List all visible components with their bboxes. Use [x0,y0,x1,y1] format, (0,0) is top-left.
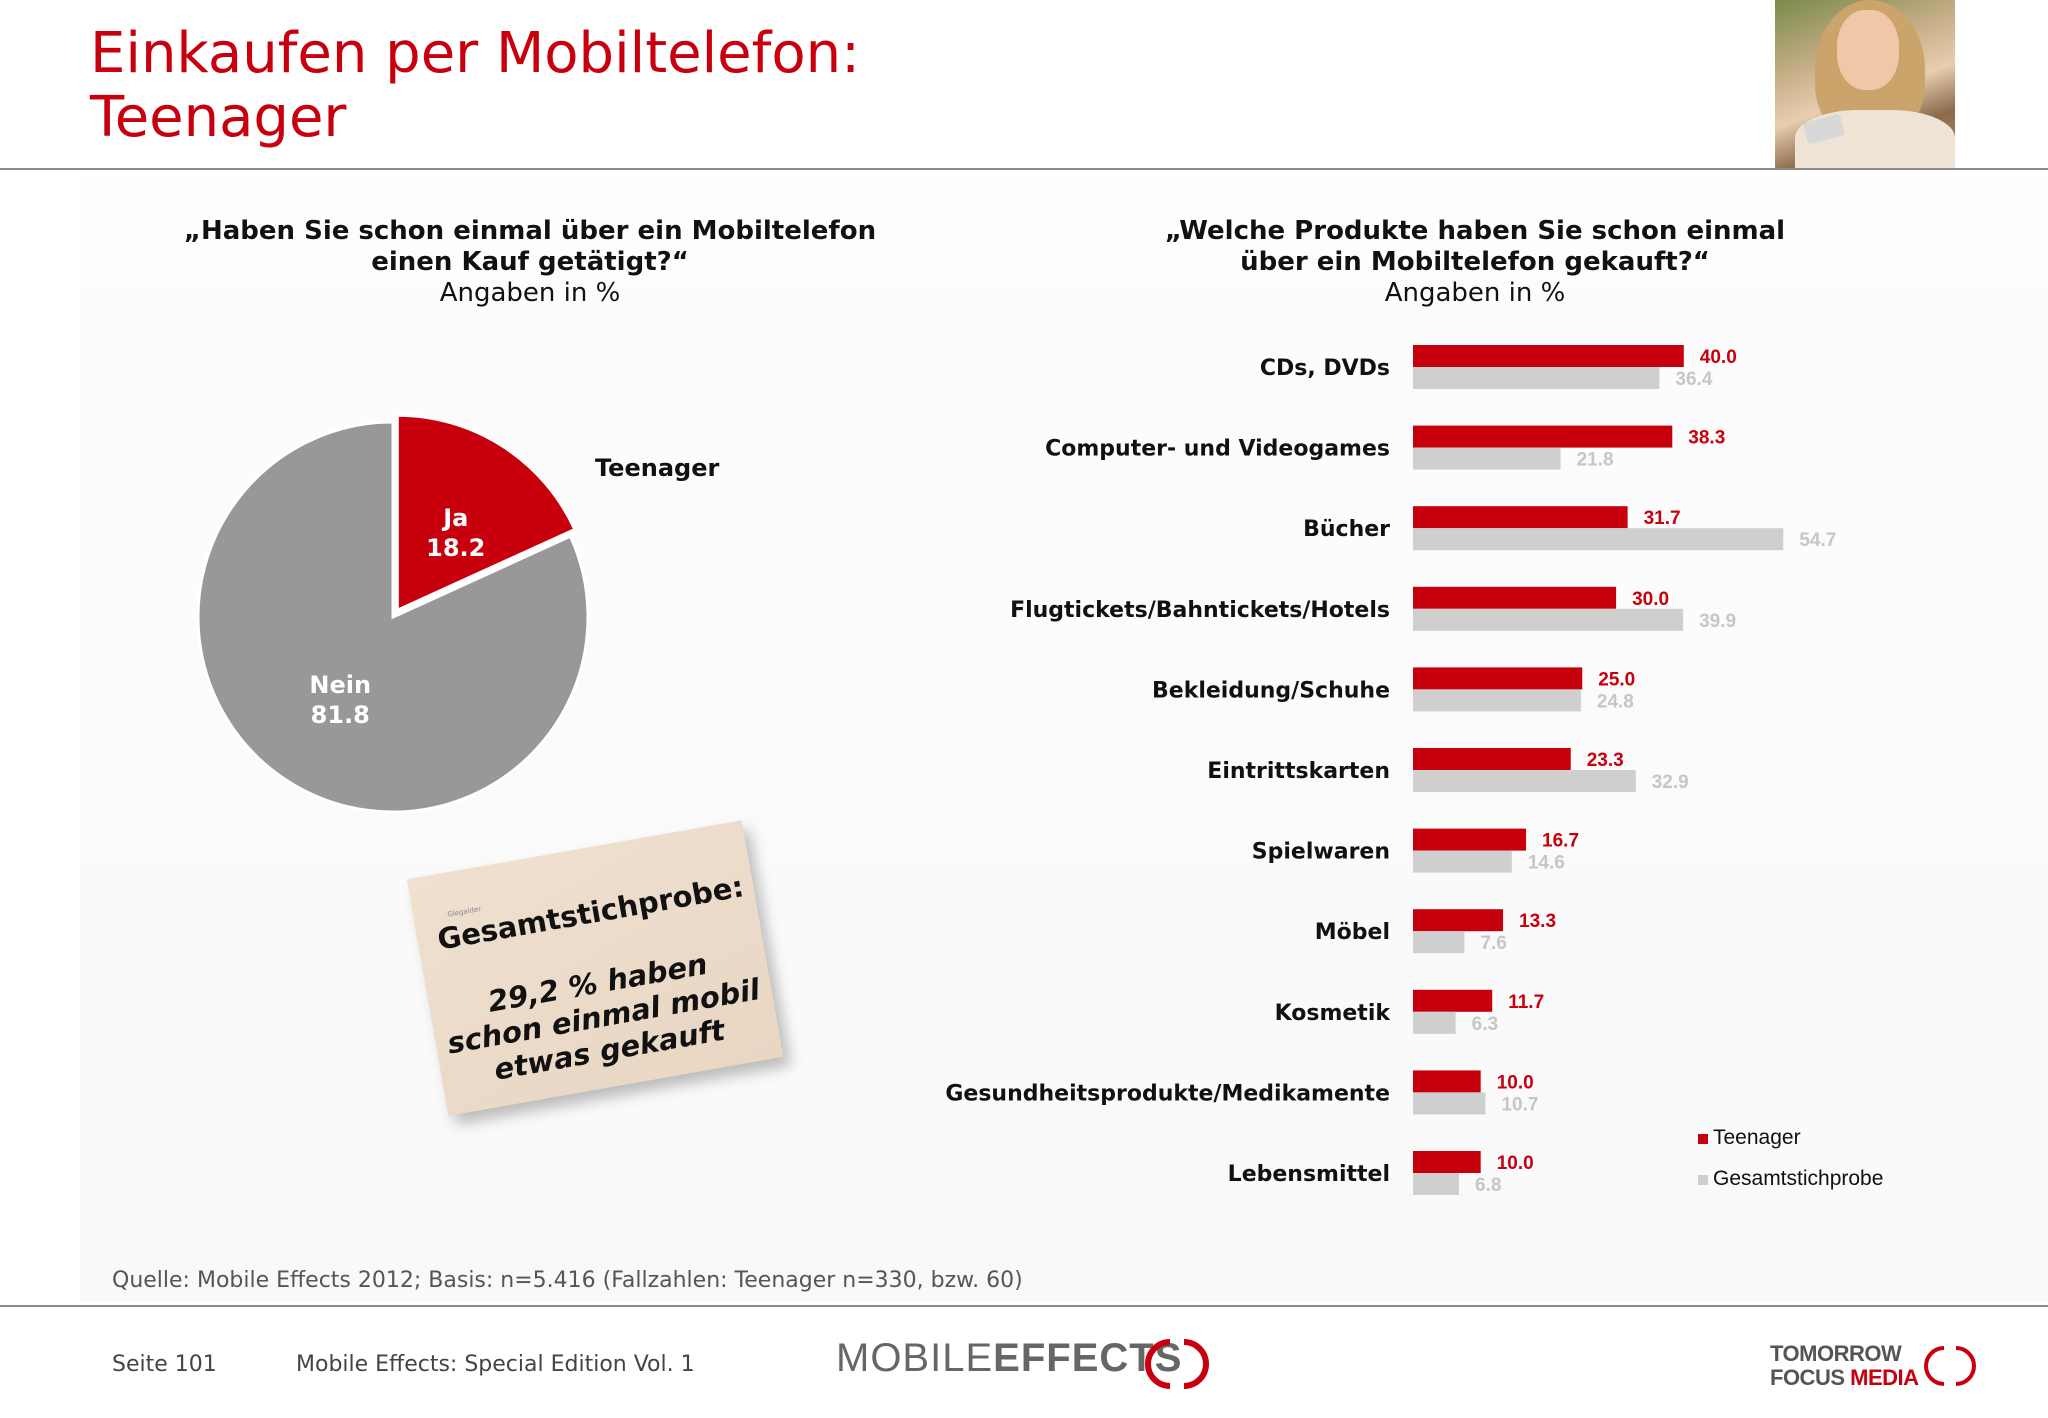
footer-divider [0,1305,2048,1307]
bar-gesamtstichprobe [1413,689,1581,712]
category-label: Computer- und Videogames [1045,437,1390,462]
publication-name: Mobile Effects: Special Edition Vol. 1 [296,1352,695,1377]
value-label-gesamtstichprobe: 6.8 [1475,1175,1501,1196]
bar-gesamtstichprobe [1413,931,1465,954]
right-chart-question: „Welche Produkte haben Sie schon einmal … [1100,216,1850,309]
category-label: Möbel [1315,920,1390,945]
logo-line-focus-media: FOCUS MEDIA [1770,1366,1919,1390]
bar-teenager [1413,989,1493,1012]
bar-teenager [1413,1151,1481,1173]
pie-slice-ja [395,413,577,613]
bar-gesamtstichprobe [1413,528,1784,551]
value-label-gesamtstichprobe: 14.6 [1528,853,1565,874]
left-question-unit: Angaben in % [439,278,621,308]
value-label-teenager: 11.7 [1508,992,1544,1013]
value-label-gesamtstichprobe: 7.6 [1480,933,1506,954]
value-label-gesamtstichprobe: 6.3 [1472,1014,1498,1035]
mobile-effects-logo: MOBILEEFFECTS [836,1336,1182,1381]
pie-value-nein: 81.8 [311,701,370,729]
value-label-gesamtstichprobe: 39.9 [1699,611,1736,632]
value-label-gesamtstichprobe: 24.8 [1597,691,1634,712]
pie-slice-nein [196,420,590,814]
value-label-teenager: 10.0 [1497,1072,1534,1093]
left-question-line2: einen Kauf getätigt?“ [371,247,689,277]
tomorrow-focus-media-logo: TOMORROW FOCUS MEDIA [1770,1342,1919,1390]
source-note: Quelle: Mobile Effects 2012; Basis: n=5.… [112,1268,1023,1293]
logo-word-media: MEDIA [1850,1365,1919,1390]
header-divider [0,168,2048,170]
bar-gesamtstichprobe [1413,608,1684,631]
category-label: Flugtickets/Bahntickets/Hotels [1010,598,1390,623]
page-title-line2: Teenager [90,85,347,150]
mobile-effects-bracket-icon [1145,1339,1209,1389]
pie-series-label: Teenager [595,454,719,482]
category-label: Gesundheitsprodukte/Medikamente [945,1081,1390,1106]
legend-swatch-teenager [1698,1134,1708,1144]
page-title-line1: Einkaufen per Mobiltelefon: [90,21,860,86]
bar-gesamtstichprobe [1413,447,1561,470]
right-question-unit: Angaben in % [1384,278,1566,308]
bar-teenager [1413,1070,1481,1093]
bar-teenager [1413,345,1684,367]
value-label-gesamtstichprobe: 32.9 [1652,772,1689,793]
category-label: Bekleidung/Schuhe [1152,678,1390,703]
value-label-teenager: 31.7 [1644,508,1681,529]
value-label-teenager: 23.3 [1587,750,1624,771]
bar-gesamtstichprobe [1413,367,1660,389]
logo-word-focus: FOCUS [1770,1365,1845,1390]
bar-teenager [1413,748,1571,770]
bar-teenager [1413,909,1504,932]
bar-teenager [1413,667,1583,690]
right-question-line2: über ein Mobiltelefon gekauft?“ [1240,247,1710,277]
teenager-photo [1775,0,1955,168]
bar-gesamtstichprobe [1413,850,1512,873]
page-number: Seite 101 [112,1352,217,1377]
category-label: Eintrittskarten [1207,759,1390,784]
value-label-gesamtstichprobe: 36.4 [1675,369,1712,390]
category-label: Bücher [1303,517,1390,542]
value-label-gesamtstichprobe: 54.7 [1799,530,1836,551]
value-label-teenager: 25.0 [1598,669,1635,690]
bar-gesamtstichprobe [1413,770,1636,792]
value-label-teenager: 10.0 [1497,1153,1534,1174]
right-question-line1: „Welche Produkte haben Sie schon einmal [1164,216,1786,246]
photo-face [1837,10,1899,90]
category-label: Kosmetik [1275,1001,1392,1026]
legend-swatch-gesamtstichprobe [1698,1175,1708,1185]
left-question-line1: „Haben Sie schon einmal über ein Mobilte… [183,216,877,246]
category-label: Spielwaren [1252,840,1390,865]
category-label: Lebensmittel [1228,1162,1390,1187]
bar-teenager [1413,506,1628,529]
category-label: CDs, DVDs [1260,356,1390,381]
pie-label-nein: Nein [309,671,371,699]
legend-label-gesamtstichprobe: Gesamtstichprobe [1713,1167,1883,1190]
legend-label-teenager: Teenager [1713,1126,1801,1149]
logo-word-mobile: MOBILE [836,1336,994,1380]
left-chart-question: „Haben Sie schon einmal über ein Mobilte… [160,216,900,309]
bar-gesamtstichprobe [1413,1011,1456,1034]
bar-gesamtstichprobe [1413,1092,1486,1115]
pie-value-ja: 18.2 [426,534,485,562]
tomorrow-focus-bracket-icon [1924,1346,1976,1386]
value-label-teenager: 13.3 [1519,911,1556,932]
bar-teenager [1413,586,1617,609]
value-label-teenager: 38.3 [1688,428,1725,449]
page-title: Einkaufen per Mobiltelefon: Teenager [90,22,860,150]
value-label-gesamtstichprobe: 10.7 [1501,1094,1538,1115]
logo-line-tomorrow: TOMORROW [1770,1341,1902,1366]
pie-label-ja: Ja [441,504,468,532]
value-label-teenager: 40.0 [1700,347,1737,368]
value-label-teenager: 30.0 [1632,589,1669,610]
bar-teenager [1413,828,1527,851]
bar-gesamtstichprobe [1413,1173,1460,1195]
value-label-gesamtstichprobe: 21.8 [1577,450,1614,471]
value-label-teenager: 16.7 [1542,831,1579,852]
bar-teenager [1413,425,1673,448]
